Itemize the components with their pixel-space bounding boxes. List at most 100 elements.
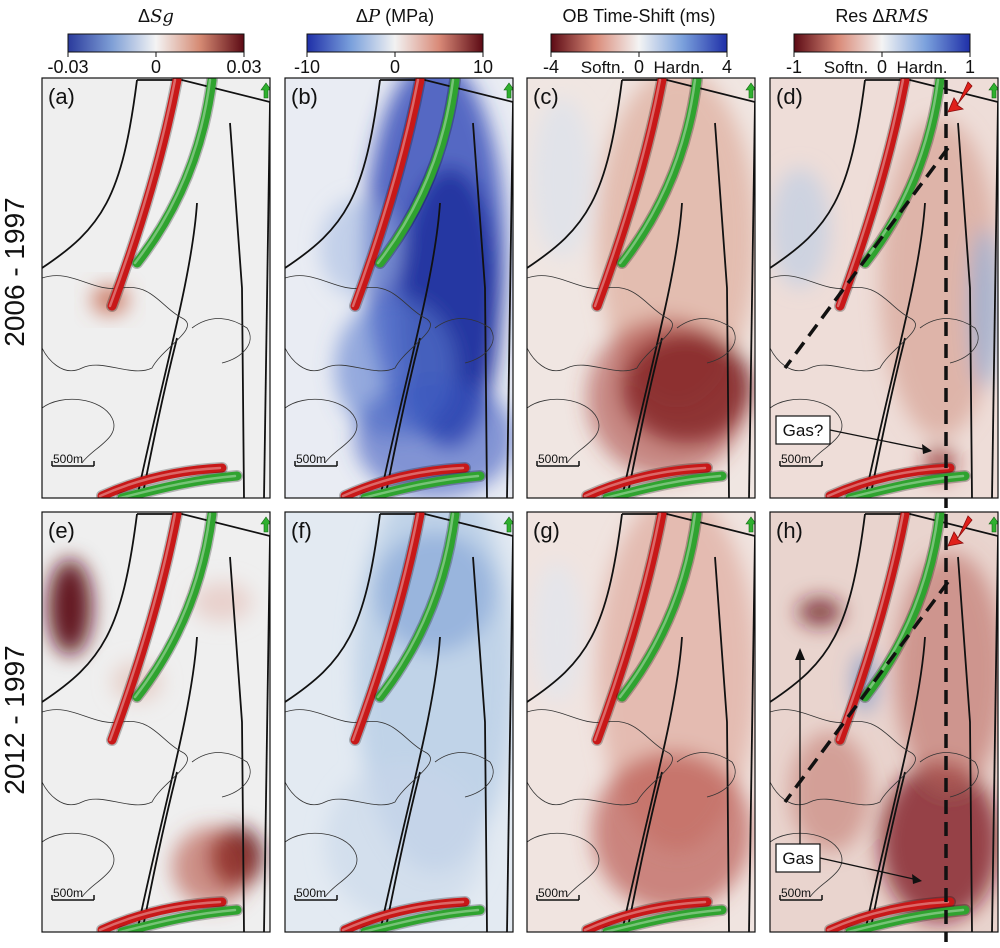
dashed-line-diagonal <box>783 580 950 804</box>
fault-line <box>748 535 755 932</box>
anomaly-blob <box>172 827 252 907</box>
colorbar-p: ΔP (MPa) -10 0 10 <box>294 6 493 77</box>
panel-h: 500m Gas (h) <box>769 511 999 942</box>
contour-line <box>527 832 600 898</box>
contour-line <box>42 709 188 806</box>
colorbar-rms: Res ΔRMS -1 0 1 Softn. Hardn. <box>786 6 975 77</box>
contour-line <box>191 318 251 364</box>
annotation-label: Gas? <box>783 421 824 440</box>
well-green <box>602 905 727 932</box>
colorbar-end-label-right: Hardn. <box>896 58 947 77</box>
colorbar-ts: OB Time-Shift (ms) -4 0 4 Softn. Hardn. <box>543 6 732 77</box>
colorbar-tick-label: -10 <box>294 57 320 77</box>
panel-background <box>42 78 270 498</box>
contour-line <box>919 752 979 798</box>
annotation-label: Gas <box>782 849 813 868</box>
colorbar-tick-label: 0 <box>151 57 161 77</box>
well-green <box>117 905 242 932</box>
scale-bar-label: 500m <box>781 886 811 900</box>
well-red <box>350 78 425 311</box>
colorbar-gradient <box>793 33 971 53</box>
contour-line <box>42 832 115 898</box>
panel-frame <box>284 511 514 933</box>
fault-line <box>991 535 998 932</box>
well-green <box>375 78 460 268</box>
red-arrow-icon <box>947 81 973 113</box>
fault-line <box>136 202 198 498</box>
fault-line <box>865 79 998 103</box>
well-green <box>617 78 702 268</box>
fault-line <box>137 79 270 103</box>
panel-letter: (d) <box>776 84 803 109</box>
scale-bar: 500m <box>294 452 338 467</box>
anomaly-blob <box>48 559 92 655</box>
colorbar-tick-label: 0.03 <box>226 57 261 77</box>
colorbar-tick-label: -0.03 <box>47 57 88 77</box>
anomaly-blob <box>192 582 252 622</box>
north-arrow-icon <box>745 82 755 99</box>
colorbar-tick-label: 0 <box>634 57 644 77</box>
contour-line <box>676 318 736 364</box>
well-red <box>825 897 955 932</box>
contour-line <box>676 752 736 798</box>
fault-line <box>472 122 488 498</box>
north-arrow-icon <box>260 516 270 533</box>
fault-line <box>285 513 381 703</box>
well-green <box>602 471 727 498</box>
fault-line <box>285 79 381 269</box>
colorbar-title: ΔSg <box>138 6 174 27</box>
colorbar-end-label-right: Hardn. <box>653 58 704 77</box>
colorbar-gradient <box>67 33 245 53</box>
fault-line <box>622 513 755 537</box>
fault-line <box>991 101 998 498</box>
colorbar-tick-label: 4 <box>722 57 732 77</box>
well-green <box>132 78 217 268</box>
anomaly-blob <box>355 378 513 498</box>
colorbar-tick-label: -4 <box>543 57 559 77</box>
north-arrow-icon <box>260 82 270 99</box>
scale-bar-label: 500m <box>781 452 811 466</box>
scale-bar-label: 500m <box>296 452 326 466</box>
fault-line <box>957 122 973 498</box>
contour-line <box>42 275 188 372</box>
contour-line <box>285 398 358 464</box>
panel-f: 500m (f) <box>284 511 514 933</box>
scale-bar: 500m <box>536 452 580 467</box>
fault-line <box>380 513 513 537</box>
well-green <box>117 471 242 498</box>
well-red <box>340 897 470 932</box>
well-red <box>107 512 182 745</box>
fault-line <box>229 122 245 498</box>
fault-line <box>506 535 513 932</box>
colorbar-tick-label: -1 <box>786 57 802 77</box>
contour-line <box>285 275 431 372</box>
colorbar-title: ΔP (MPa) <box>356 6 434 27</box>
anomaly-blob <box>532 98 592 258</box>
north-arrow-icon <box>988 516 998 533</box>
well-green <box>845 905 970 932</box>
fault-line <box>229 556 245 932</box>
panel-frame <box>526 511 756 933</box>
scale-bar-label: 500m <box>538 886 568 900</box>
scale-bar-label: 500m <box>538 452 568 466</box>
north-arrow-icon <box>988 82 998 99</box>
panel-letter: (e) <box>48 518 75 543</box>
fault-line <box>865 513 998 537</box>
fault-line <box>621 202 683 498</box>
well-red <box>340 463 470 498</box>
colorbar-end-label-left: Softn. <box>824 58 868 77</box>
well-red <box>97 463 227 498</box>
fault-line <box>748 101 755 498</box>
panel-letter: (g) <box>533 518 560 543</box>
north-arrow-icon <box>503 82 513 99</box>
anomaly-blob <box>532 562 582 702</box>
scale-bar: 500m <box>294 886 338 901</box>
panel-frame <box>769 77 999 499</box>
fault-line <box>621 636 683 932</box>
colorbar-sg: ΔSg -0.03 0 0.03 <box>47 6 261 77</box>
colorbar-title: OB Time-Shift (ms) <box>562 6 715 26</box>
scale-bar: 500m <box>779 452 823 467</box>
fault-line <box>770 513 866 703</box>
contour-line <box>42 398 115 464</box>
